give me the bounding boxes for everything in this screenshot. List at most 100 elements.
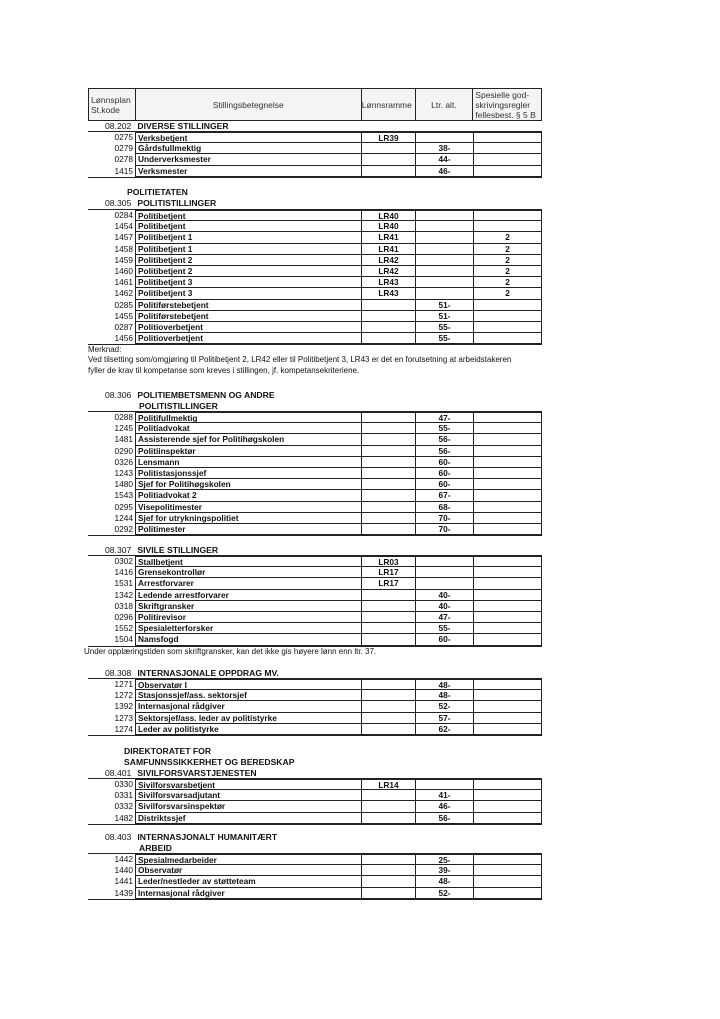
cell-st-kode: 1460	[114, 265, 133, 276]
cell-stillingsbetegnelse: Internasjonal rådgiver	[135, 887, 362, 899]
cell-st-kode: 1458	[114, 243, 133, 254]
cell-ltr-alt	[416, 779, 474, 791]
cell-spesielle-regler	[474, 143, 542, 155]
table-row: 0331 Sivilforsvarsadjutant 41-	[88, 790, 542, 802]
header-ltr-alt: Ltr. alt.	[416, 89, 474, 120]
cell-stillingsbetegnelse: Leder av politistyrke	[135, 723, 362, 735]
cell-spesielle-regler	[474, 165, 542, 177]
cell-ltr-alt: 47-	[416, 611, 474, 624]
cell-spesielle-regler	[474, 221, 542, 233]
cell-ltr-alt	[416, 277, 474, 289]
cell-spesielle-regler	[474, 865, 542, 877]
table-row: 1416 Grensekontrollør LR17	[88, 567, 542, 579]
table-row: 1460 Politibetjent 2 LR42 2	[88, 265, 542, 278]
cell-stillingsbetegnelse: Politioverbetjent	[135, 333, 362, 345]
cell-stillingsbetegnelse: Politistasjonssjef	[135, 467, 362, 480]
heading-dsb-1: DIREKTORATET FOR	[124, 746, 212, 756]
table-row: 1441 Leder/nestleder av støtteteam 48-	[88, 876, 542, 888]
cell-stillingsbetegnelse: Grensekontrollør	[135, 567, 362, 579]
cell-stillingsbetegnelse: Politiadvokat	[135, 423, 362, 435]
cell-lonnsramme	[362, 589, 416, 601]
cell-st-kode: 1531	[114, 578, 133, 589]
cell-st-kode: 1462	[114, 288, 133, 299]
cell-st-kode: 0288	[114, 412, 133, 422]
cell-ltr-alt: 62-	[416, 723, 474, 735]
cell-st-kode: 0278	[114, 154, 133, 165]
cell-ltr-alt	[416, 288, 474, 300]
section-code: 08.403	[105, 832, 132, 842]
cell-stillingsbetegnelse: Stasjonssjef/ass. sektorsjef	[135, 690, 362, 702]
header-stillingsbetegnelse: Stillingsbetegnelse	[136, 89, 362, 120]
cell-spesielle-regler	[474, 210, 542, 222]
cell-st-kode: 0292	[114, 523, 133, 534]
section-title: DIVERSE STILLINGER	[137, 121, 229, 131]
cell-spesielle-regler	[474, 556, 542, 568]
cell-ltr-alt: 48-	[416, 876, 474, 888]
section-title: SIVILE STILLINGER	[137, 545, 219, 555]
cell-ltr-alt: 60-	[416, 456, 474, 468]
table-header: Lønnsplan St.kode Stillingsbetegnelse Lø…	[88, 88, 542, 121]
table-row: 1458 Politibetjent 1 LR41 2	[88, 243, 542, 255]
cell-stillingsbetegnelse: Sivilforsvarsadjutant	[135, 790, 362, 802]
cell-stillingsbetegnelse: Sivilforsvarsinspektør	[135, 801, 362, 813]
table-row: 0332 Sivilforsvarsinspektør 46-	[88, 801, 542, 813]
cell-spesielle-regler	[474, 578, 542, 590]
cell-stillingsbetegnelse: Arrestforvarer	[135, 578, 362, 590]
merknad-label: Merknad:	[88, 345, 122, 354]
cell-ltr-alt: 25-	[416, 854, 474, 866]
cell-st-kode: 1454	[114, 221, 133, 232]
table-row: 1415 Verksmester 46-	[88, 165, 542, 177]
cell-spesielle-regler	[474, 467, 542, 480]
section-title: POLITIEMBETSMENN OG ANDRE	[137, 390, 275, 400]
table-row: 1245 Politiadvokat 55-	[88, 423, 542, 435]
table-row: 1273 Sektorsjef/ass. leder av politistyrk…	[88, 712, 542, 724]
cell-ltr-alt: 67-	[416, 490, 474, 502]
cell-ltr-alt	[416, 132, 474, 144]
cell-stillingsbetegnelse: Politimester	[135, 523, 362, 536]
section-title: SIVILFORSVARSTJENESTEN	[137, 768, 257, 778]
cell-st-kode: 1504	[114, 634, 133, 645]
cell-lonnsramme: LR43	[362, 288, 416, 300]
cell-ltr-alt: 55-	[416, 423, 474, 435]
section-code: 08.306	[105, 390, 132, 400]
table-row: 1457 Politibetjent 1 LR41 2	[88, 232, 542, 244]
cell-lonnsramme	[362, 299, 416, 311]
cell-lonnsramme	[362, 321, 416, 334]
cell-spesielle-regler	[474, 299, 542, 311]
cell-ltr-alt: 60-	[416, 634, 474, 646]
cell-spesielle-regler	[474, 523, 542, 536]
cell-spesielle-regler	[474, 887, 542, 899]
cell-st-kode: 0326	[114, 456, 133, 467]
cell-st-kode: 1392	[114, 701, 133, 712]
cell-spesielle-regler	[474, 600, 542, 612]
cell-lonnsramme	[362, 801, 416, 813]
cell-lonnsramme: LR40	[362, 221, 416, 233]
cell-st-kode: 0302	[114, 556, 133, 566]
cell-spesielle-regler	[474, 854, 542, 866]
table-row: 0284 Politibetjent LR40	[88, 210, 542, 222]
table-row: 1482 Distriktssjef 56-	[88, 812, 542, 824]
cell-st-kode: 1245	[114, 423, 133, 434]
cell-stillingsbetegnelse: Observatør I	[135, 679, 362, 691]
cell-lonnsramme	[362, 523, 416, 536]
cell-lonnsramme	[362, 490, 416, 502]
cell-lonnsramme	[362, 854, 416, 866]
cell-stillingsbetegnelse: Verksbetjent	[135, 132, 362, 144]
cell-stillingsbetegnelse: Politibetjent 2	[135, 265, 362, 278]
cell-spesielle-regler	[474, 723, 542, 735]
cell-lonnsramme	[362, 165, 416, 177]
cell-ltr-alt: 48-	[416, 679, 474, 691]
cell-spesielle-regler	[474, 479, 542, 491]
cell-stillingsbetegnelse: Spesialetterforsker	[135, 623, 362, 635]
cell-spesielle-regler	[474, 801, 542, 813]
cell-st-kode: 1415	[114, 165, 133, 176]
cell-lonnsramme	[362, 790, 416, 802]
cell-st-kode: 1441	[114, 876, 133, 887]
cell-spesielle-regler	[474, 412, 542, 424]
cell-st-kode: 1244	[114, 512, 133, 523]
cell-lonnsramme	[362, 143, 416, 155]
cell-ltr-alt: 55-	[416, 321, 474, 334]
cell-stillingsbetegnelse: Visepolitimester	[135, 501, 362, 513]
cell-st-kode: 1480	[114, 479, 133, 490]
